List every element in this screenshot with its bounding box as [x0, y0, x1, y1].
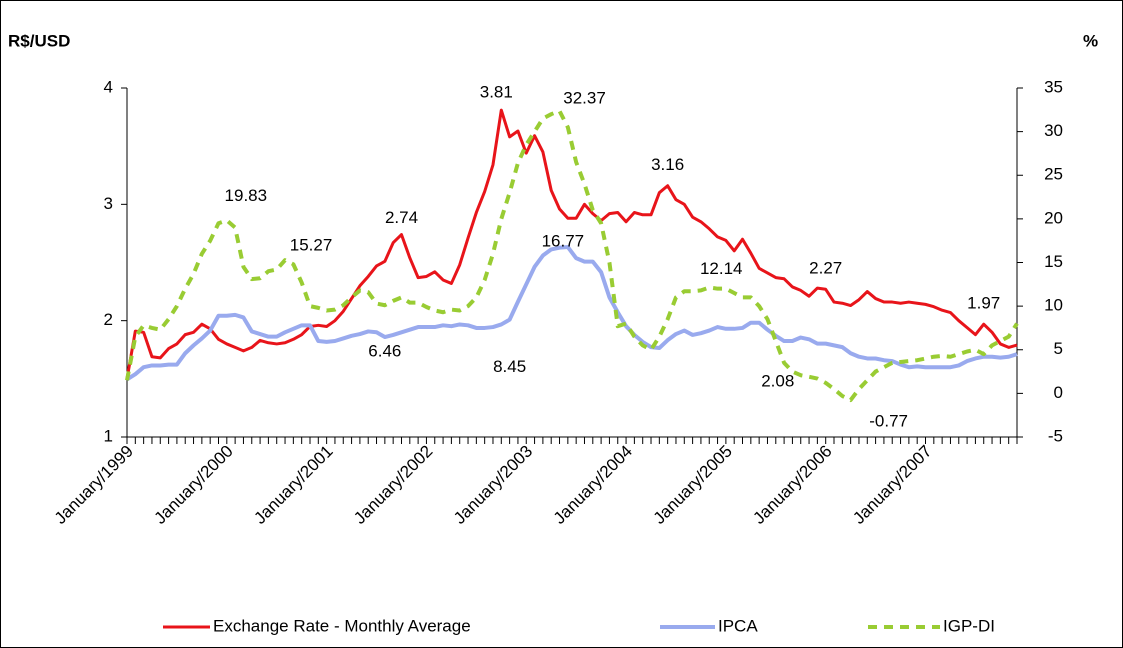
data-label: 3.81 — [480, 83, 513, 102]
data-label: 12.14 — [700, 259, 743, 278]
y2-tick-label: 0 — [1054, 383, 1063, 402]
y2-tick-label: 20 — [1044, 208, 1063, 227]
y-tick-label: 2 — [104, 310, 113, 329]
data-label: 3.16 — [651, 155, 684, 174]
data-label: 8.45 — [493, 357, 526, 376]
data-label: 2.08 — [761, 372, 794, 391]
series-line — [125, 108, 1018, 380]
data-label: 2.27 — [809, 259, 842, 278]
data-label: 2.74 — [385, 208, 418, 227]
legend-label: Exchange Rate - Monthly Average — [213, 616, 471, 635]
legend-label: IPCA — [718, 616, 758, 635]
y2-tick-label: 35 — [1044, 77, 1063, 96]
y2-tick-label: 25 — [1044, 165, 1063, 184]
data-label: -0.77 — [869, 412, 908, 431]
data-label: 16.77 — [542, 232, 585, 251]
legend-label: IGP-DI — [943, 616, 995, 635]
y-tick-label: 1 — [104, 426, 113, 445]
y-tick-label: 3 — [104, 194, 113, 213]
y2-tick-label: 30 — [1044, 121, 1063, 140]
y2-axis-title: % — [1083, 31, 1098, 50]
series-line — [125, 108, 1019, 403]
y-tick-label: 4 — [104, 77, 113, 96]
data-label: 6.46 — [368, 341, 401, 360]
data-label: 15.27 — [290, 236, 333, 255]
y2-tick-label: 5 — [1054, 339, 1063, 358]
series-line — [125, 245, 1018, 382]
data-label: 32.37 — [563, 88, 606, 107]
y2-tick-label: 10 — [1044, 296, 1063, 315]
data-label: 19.83 — [225, 186, 268, 205]
y2-tick-label: -5 — [1048, 426, 1063, 445]
data-label: 1.97 — [967, 294, 1000, 313]
y2-tick-label: 15 — [1044, 252, 1063, 271]
y-axis-title: R$/USD — [8, 31, 70, 50]
